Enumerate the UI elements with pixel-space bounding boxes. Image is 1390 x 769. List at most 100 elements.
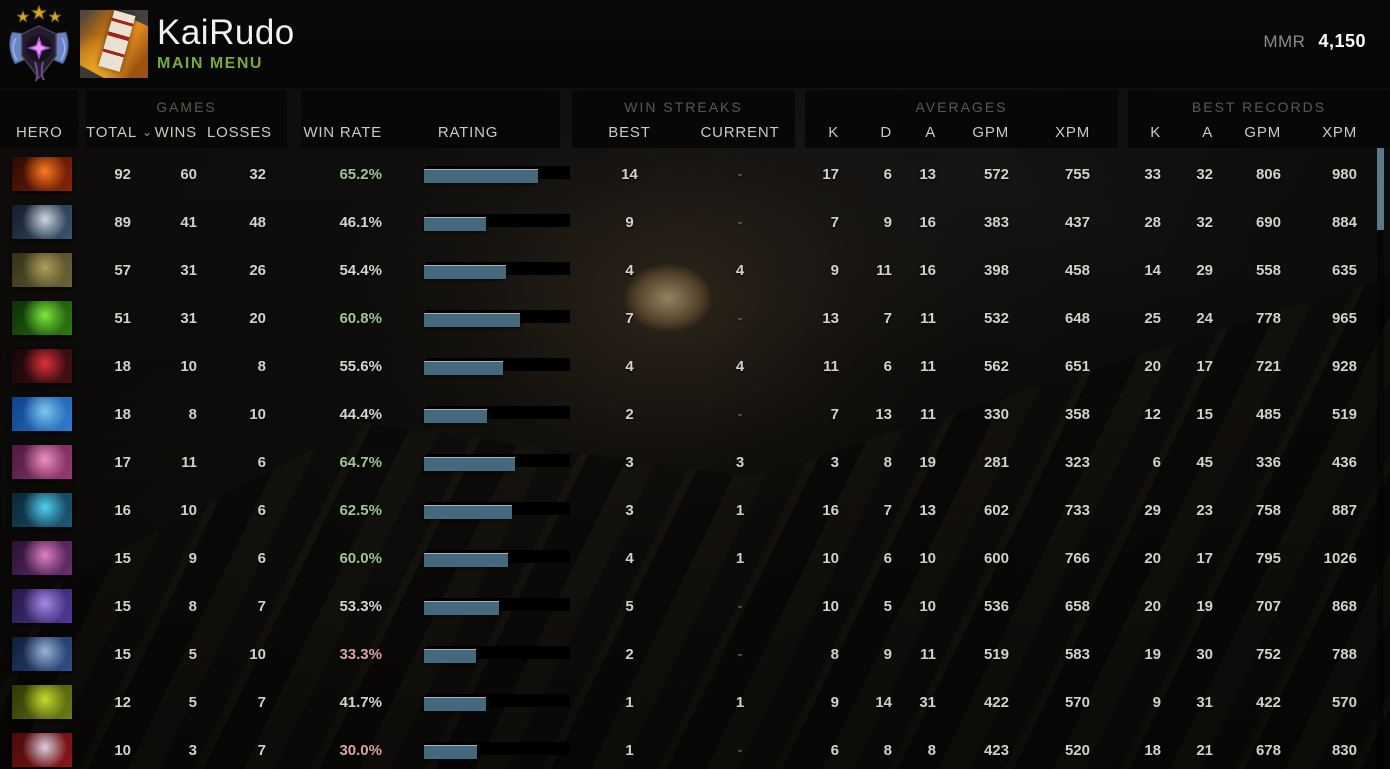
- hero-row[interactable]: 92 60 32 65.2% 14 - 17 6 13 572 755 33 3…: [0, 150, 1390, 198]
- col-header-avg-gpm[interactable]: GPM: [972, 124, 1009, 141]
- col-header-rec-gpm[interactable]: GPM: [1244, 124, 1281, 141]
- losses-cell: 6: [257, 549, 266, 567]
- col-header-streak-best[interactable]: BEST: [608, 124, 651, 141]
- col-header-rating[interactable]: RATING: [437, 124, 499, 141]
- mmr-label: MMR: [1263, 32, 1306, 51]
- player-avatar[interactable]: [80, 10, 148, 78]
- total-cell: 15: [114, 549, 131, 567]
- hero-row[interactable]: 17 11 6 64.7% 3 3 3 8 19 281 323 6 45 33…: [0, 438, 1390, 486]
- hero-row[interactable]: 51 31 20 60.8% 7 - 13 7 11 532 648 25 24…: [0, 294, 1390, 342]
- record-assists-cell: 21: [1196, 741, 1213, 759]
- avg-xpm-cell: 358: [1064, 405, 1090, 423]
- total-cell: 92: [114, 165, 131, 183]
- total-cell: 16: [114, 501, 131, 519]
- losses-cell: 7: [257, 693, 266, 711]
- record-gpm-cell: 758: [1255, 501, 1281, 519]
- hero-row[interactable]: 16 10 6 62.5% 3 1 16 7 13 602 733 29 23 …: [0, 486, 1390, 534]
- rating-bar: [424, 406, 570, 423]
- streak-current-cell: -: [737, 741, 743, 759]
- avg-xpm-cell: 570: [1064, 693, 1090, 711]
- record-kills-cell: 28: [1144, 213, 1161, 231]
- avg-kills-cell: 17: [822, 165, 839, 183]
- record-kills-cell: 6: [1152, 453, 1161, 471]
- hero-cell: [0, 589, 86, 623]
- avg-gpm-cell: 423: [983, 741, 1009, 759]
- rating-bar-fill: [424, 361, 503, 375]
- streak-current-cell: -: [737, 405, 743, 423]
- streak-current-cell: -: [737, 213, 743, 231]
- record-gpm-cell: 707: [1255, 597, 1281, 615]
- total-cell: 17: [114, 453, 131, 471]
- col-header-rec-k[interactable]: K: [1150, 124, 1161, 141]
- rating-bar-fill: [424, 169, 538, 183]
- avg-deaths-cell: 6: [883, 165, 892, 183]
- rating-bar-fill: [424, 553, 508, 567]
- streak-current-cell: 1: [735, 501, 745, 519]
- hero-cell: [0, 637, 86, 671]
- col-header-losses[interactable]: LOSSES: [207, 124, 272, 141]
- total-cell: 15: [114, 597, 131, 615]
- avg-deaths-cell: 11: [876, 261, 892, 279]
- col-header-avg-k[interactable]: K: [828, 124, 839, 141]
- scrollbar-thumb[interactable]: [1377, 148, 1384, 230]
- avg-assists-cell: 11: [920, 645, 936, 663]
- total-cell: 10: [114, 741, 131, 759]
- col-header-avg-a[interactable]: A: [925, 124, 936, 141]
- avg-kills-cell: 10: [822, 597, 839, 615]
- col-header-rec-a[interactable]: A: [1202, 124, 1213, 141]
- hero-row[interactable]: 10 3 7 30.0% 1 - 6 8 8 423 520 18 21 678…: [0, 726, 1390, 769]
- queen-of-pain-icon: [12, 733, 72, 767]
- wins-cell: 10: [180, 501, 197, 519]
- record-gpm-cell: 806: [1255, 165, 1281, 183]
- wins-cell: 8: [188, 597, 197, 615]
- avg-xpm-cell: 648: [1064, 309, 1090, 327]
- avg-assists-cell: 10: [919, 549, 936, 567]
- hero-row[interactable]: 18 10 8 55.6% 4 4 11 6 11 562 651 20 17 …: [0, 342, 1390, 390]
- col-header-wins[interactable]: WINS: [154, 124, 197, 141]
- avg-assists-cell: 8: [927, 741, 936, 759]
- hero-row[interactable]: 15 8 7 53.3% 5 - 10 5 10 536 658 20 19 7…: [0, 582, 1390, 630]
- record-assists-cell: 23: [1196, 501, 1213, 519]
- avg-kills-cell: 6: [830, 741, 839, 759]
- wins-cell: 5: [188, 645, 197, 663]
- col-header-avg-xpm[interactable]: XPM: [1055, 124, 1090, 141]
- hero-row[interactable]: 15 9 6 60.0% 4 1 10 6 10 600 766 20 17 7…: [0, 534, 1390, 582]
- win-rate-cell: 60.8%: [339, 309, 382, 327]
- col-header-rec-xpm[interactable]: XPM: [1322, 124, 1357, 141]
- hero-row[interactable]: 12 5 7 41.7% 1 1 9 14 31 422 570 9 31 42…: [0, 678, 1390, 726]
- hero-row[interactable]: 89 41 48 46.1% 9 - 7 9 16 383 437 28 32 …: [0, 198, 1390, 246]
- record-gpm-cell: 690: [1255, 213, 1281, 231]
- hero-row[interactable]: 18 8 10 44.4% 2 - 7 13 11 330 358 12 15 …: [0, 390, 1390, 438]
- avg-kills-cell: 8: [830, 645, 839, 663]
- record-assists-cell: 17: [1196, 357, 1213, 375]
- streak-current-cell: -: [737, 597, 743, 615]
- record-xpm-cell: 980: [1331, 165, 1357, 183]
- avg-xpm-cell: 458: [1064, 261, 1090, 279]
- col-header-avg-d[interactable]: D: [880, 124, 892, 141]
- losses-cell: 7: [257, 741, 266, 759]
- avg-kills-cell: 3: [830, 453, 839, 471]
- hero-cell: [0, 349, 86, 383]
- streak-current-cell: 1: [735, 693, 745, 711]
- col-header-streak-current[interactable]: CURRENT: [700, 124, 780, 141]
- col-header-win-rate[interactable]: WIN RATE: [303, 124, 382, 141]
- panel-rate: [301, 90, 560, 148]
- record-gpm-cell: 485: [1255, 405, 1281, 423]
- streak-current-cell: 3: [735, 453, 745, 471]
- win-rate-cell: 60.0%: [339, 549, 382, 567]
- scrollbar-track[interactable]: [1377, 148, 1384, 769]
- streak-current-cell: -: [737, 645, 743, 663]
- streak-best-cell: 3: [625, 453, 634, 471]
- player-name: KaiRudo: [157, 13, 295, 52]
- avg-kills-cell: 7: [830, 405, 839, 423]
- total-cell: 89: [114, 213, 131, 231]
- hero-cell: [0, 733, 86, 767]
- streak-best-cell: 2: [625, 645, 634, 663]
- hero-row[interactable]: 15 5 10 33.3% 2 - 8 9 11 519 583 19 30 7…: [0, 630, 1390, 678]
- avg-kills-cell: 7: [830, 213, 839, 231]
- wins-cell: 8: [188, 405, 197, 423]
- avg-deaths-cell: 8: [883, 741, 892, 759]
- hero-row[interactable]: 57 31 26 54.4% 4 4 9 11 16 398 458 14 29…: [0, 246, 1390, 294]
- win-rate-cell: 54.4%: [339, 261, 382, 279]
- col-header-total[interactable]: TOTAL ⌄: [86, 124, 152, 141]
